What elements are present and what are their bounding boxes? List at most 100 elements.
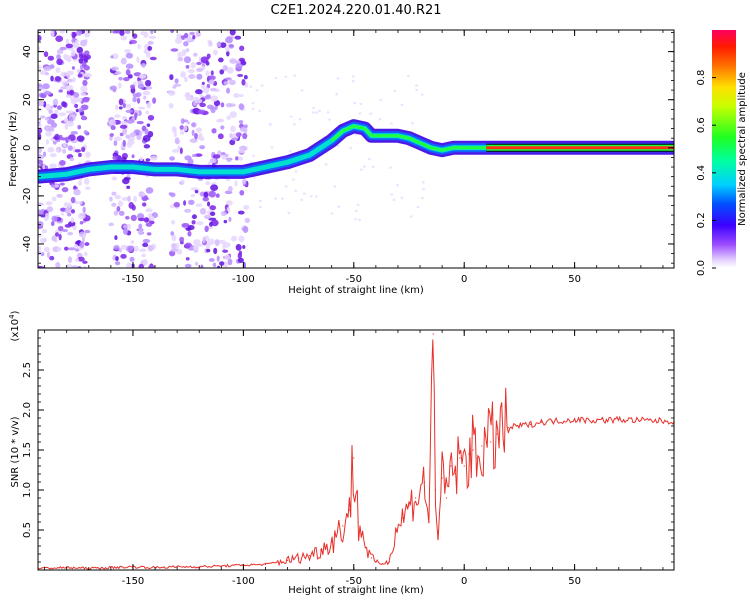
spectrogram-point: [80, 39, 88, 47]
spectrogram-point: [74, 248, 80, 252]
spectrogram-point: [50, 184, 56, 188]
spectrogram-point: [133, 195, 137, 203]
spectrogram-point: [422, 187, 426, 191]
spectrogram-point: [45, 103, 51, 111]
spectrogram-point: [83, 54, 92, 60]
spectrogram-point: [150, 155, 158, 161]
spectrogram-point: [351, 75, 355, 78]
spectrogram-point: [173, 83, 182, 87]
spectrogram-point: [195, 127, 203, 133]
spectrogram-point: [114, 114, 121, 118]
spectrogram-point: [142, 192, 146, 196]
spectrogram-point: [55, 148, 60, 152]
snr-point: [348, 509, 350, 511]
spectrogram-point: [64, 54, 72, 61]
spectrogram-point: [70, 131, 78, 135]
spectrogram-point: [309, 194, 313, 198]
spectrogram-point: [354, 209, 358, 212]
spectrogram-point: [176, 33, 182, 39]
spectrogram-point: [113, 71, 122, 75]
spectrogram-point: [234, 180, 238, 187]
spectrogram-point: [144, 50, 149, 54]
y-tick-label: 0.5: [22, 522, 33, 538]
spectrogram-point: [66, 78, 73, 83]
spectrogram-point: [202, 236, 206, 244]
spectrogram-point: [38, 86, 45, 91]
spectrogram-point: [80, 115, 88, 121]
spectrogram-point: [133, 72, 142, 77]
spectrogram-point: [242, 245, 246, 249]
snr-point: [540, 421, 543, 423]
spectrogram-point: [125, 52, 134, 59]
spectrogram-point: [196, 221, 204, 226]
spectrogram-point: [38, 202, 44, 206]
spectrogram-point: [66, 120, 75, 127]
spectrogram-point: [312, 106, 316, 110]
spectrogram-point: [60, 86, 68, 90]
spectrogram-point: [72, 226, 77, 231]
spectrogram-point: [131, 154, 135, 159]
spectrogram-point: [84, 229, 91, 234]
spectrogram-point: [141, 63, 146, 68]
spectrogram-point: [147, 40, 154, 45]
spectrogram-point: [129, 132, 137, 138]
spectrogram-point: [152, 97, 157, 104]
spectrogram-point: [131, 204, 136, 211]
spectrogram-point: [185, 64, 190, 69]
spectrogram-point: [124, 49, 131, 54]
spectrogram-point: [43, 151, 47, 157]
spectrogram-panel: -150 -100 -50 0 50 -40 -20 0 20 40 Height of str…: [8, 29, 675, 296]
spectrogram-point: [229, 58, 237, 64]
spectrogram-point: [125, 63, 134, 69]
spectrogram-point: [167, 90, 176, 96]
spectrogram-point: [205, 70, 210, 77]
spectrogram-point: [183, 200, 187, 206]
spectrogram-point: [51, 215, 58, 222]
spectrogram-point: [145, 110, 150, 115]
spectrogram-point: [71, 66, 75, 70]
spectrogram-point: [330, 212, 334, 215]
spectrogram-point: [420, 93, 424, 96]
spectrogram-point: [127, 195, 131, 202]
spectrogram-point: [192, 34, 196, 40]
snr-y-scale-exp: 4: [8, 314, 16, 319]
spectrogram-point: [244, 82, 249, 88]
snr-point: [468, 453, 470, 455]
spectrogram-point: [228, 79, 236, 86]
spectrogram-point: [38, 100, 45, 107]
x-tick-label: -50: [346, 274, 362, 285]
spectrogram-point: [38, 245, 42, 252]
snr-point: [419, 489, 421, 491]
spectrogram-point: [235, 243, 242, 251]
spectrogram-point: [49, 64, 55, 69]
spectrogram-point: [62, 102, 68, 108]
spectrogram-point: [79, 241, 85, 249]
snr-point: [437, 537, 439, 539]
spectrogram-point: [126, 185, 131, 189]
spectrogram-point: [209, 211, 216, 216]
spectrogram-point: [415, 84, 419, 87]
spectrogram-point: [142, 258, 148, 266]
spectrogram-point: [56, 54, 61, 60]
spectrogram-point: [132, 93, 140, 98]
spectrogram-point: [184, 263, 192, 268]
spectrogram-point: [38, 159, 44, 165]
spectrogram-point: [38, 250, 43, 256]
spectrogram-scatter: [38, 30, 426, 268]
spectrogram-point: [59, 159, 66, 166]
spectrogram-point: [82, 79, 88, 87]
spectrogram-point: [122, 224, 128, 229]
spectrogram-point: [125, 103, 132, 109]
spectrogram-point: [300, 198, 304, 202]
x-tick-label: 0: [461, 274, 467, 285]
spectrogram-point: [215, 193, 220, 198]
spectrogram-point: [73, 92, 80, 98]
colorbar-gradient: [712, 30, 736, 268]
spectrogram-point: [208, 79, 215, 85]
spectrogram-point: [333, 185, 337, 188]
spectrogram-point: [351, 79, 355, 83]
spectrogram-point: [238, 94, 244, 98]
spectrogram-point: [171, 219, 176, 225]
spectrogram-point: [137, 83, 145, 90]
spectrogram-point: [222, 249, 229, 253]
